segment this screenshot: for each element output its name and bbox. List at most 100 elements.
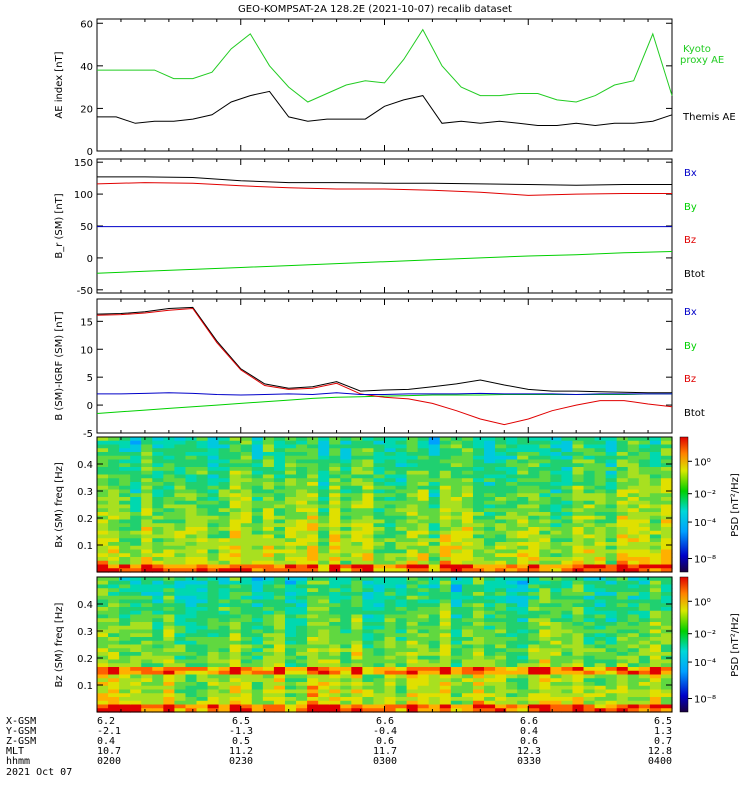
spectrogram-cell [428,448,441,453]
spectrogram-cell [417,452,430,457]
spectrogram-cell [351,708,363,713]
spectrogram-cell [296,534,308,539]
spectrogram-cell [362,663,375,668]
spectrogram-cell [638,682,651,687]
spectrogram-cell [174,497,187,502]
spectrogram-cell [229,530,242,536]
spectrogram-cell [251,667,264,672]
series-line-bz [96,182,672,196]
spectrogram-cell [108,557,120,562]
spectrogram-cell [251,553,264,558]
spectrogram-cell [406,610,419,616]
spectrogram-cell [439,478,452,483]
spectrogram-cell [329,538,341,543]
spectrogram-cell [484,603,496,608]
spectrogram-cell [583,538,596,543]
ephemeris-value: 11.7 [373,746,397,757]
spectrogram-cell [461,708,474,713]
spectrogram-cell [439,682,452,687]
spectrogram-cell [373,459,386,464]
spectrogram-cell [406,519,419,524]
spectrogram-cell [340,463,352,468]
spectrogram-cell [550,452,563,457]
spectrogram-cell [97,437,109,442]
spectrogram-cell [251,592,264,597]
spectrogram-cell [240,637,253,642]
spectrogram-cell [351,644,363,649]
spectrogram-cell [605,603,618,608]
y-tick-label: 0.2 [77,514,93,525]
spectrogram-cell [638,452,651,457]
spectrogram-cell [152,497,164,502]
spectrogram-cell [528,455,540,461]
spectrogram-cell [152,640,164,646]
spectrogram-cell [605,682,618,687]
spectrogram-cell [262,564,275,569]
spectrogram-cell [627,448,640,453]
spectrogram-cell [417,523,430,528]
spectrogram-cell [141,693,153,698]
spectrogram-cell [439,444,452,449]
spectrogram-cell [627,534,640,539]
spectrogram-cell [207,640,220,646]
spectrogram-cell [196,459,209,464]
spectrogram-cell [660,455,673,461]
spectrogram-cell [417,637,430,642]
spectrogram-cell [594,497,607,502]
spectrogram-cell [229,452,242,457]
spectrogram-cell [152,592,164,597]
spectrogram-cell [517,527,529,532]
spectrogram-cell [517,622,529,627]
spectrogram-cell [550,577,563,582]
spectrogram-cell [417,700,430,706]
spectrogram-cell [461,527,474,532]
ephemeris-value: 10.7 [97,746,121,757]
spectrogram-cell [251,670,264,676]
spectrogram-cell [273,515,286,521]
spectrogram-cell [318,448,330,453]
spectrogram-cell [251,489,264,494]
spectrogram-cell [417,652,430,657]
spectrogram-cell [428,618,441,623]
spectrogram-cell [373,655,386,661]
spectrogram-cell [616,459,629,464]
spectrogram-cell [472,508,485,513]
spectrogram-cell [141,689,153,694]
spectrogram-cell [108,534,120,539]
spectrogram-cell [649,455,662,461]
spectrogram-cell [550,508,563,513]
series-line-btot [97,392,672,396]
spectrogram-cell [152,644,164,649]
spectrogram-cell [539,622,551,627]
spectrogram-cell [417,599,430,604]
spectrogram-cell [218,652,231,657]
spectrogram-cell [616,470,629,476]
spectrogram-cell [484,500,496,506]
spectrogram-cell [207,463,220,468]
spectrogram-cell [307,440,319,446]
spectrogram-cell [550,463,563,468]
spectrogram-cell [163,663,176,668]
spectrogram-cell [141,704,153,709]
spectrogram-cell [605,633,618,638]
spectrogram-cell [174,648,187,653]
spectrogram-cell [627,452,640,457]
spectrogram-cell [174,515,187,521]
spectrogram-cell [351,655,363,661]
spectrogram-cell [174,557,187,562]
spectrogram-cell [240,564,253,569]
spectrogram-cell [284,614,297,619]
spectrogram-cell [284,625,297,631]
spectrogram-cell [506,663,518,668]
spectrogram-cell [439,542,452,547]
spectrogram-cell [660,534,673,539]
spectrogram-cell [495,482,507,487]
spectrogram-cell [130,693,142,698]
spectrogram-cell [229,448,242,453]
spectrogram-cell [506,463,518,468]
spectrogram-cell [284,592,297,597]
spectrogram-cell [583,448,596,453]
spectrogram-cell [240,560,253,566]
spectrogram-cell [273,674,286,679]
spectrogram-cell [495,474,507,479]
